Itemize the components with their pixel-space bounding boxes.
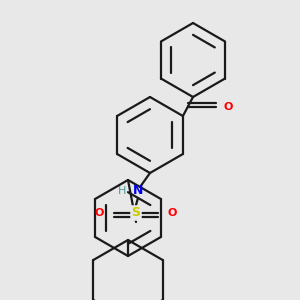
Text: O: O — [94, 208, 104, 218]
Text: H: H — [118, 186, 126, 196]
Text: O: O — [224, 101, 233, 112]
Text: N: N — [133, 184, 143, 197]
Text: O: O — [168, 208, 177, 218]
Text: S: S — [131, 206, 140, 220]
